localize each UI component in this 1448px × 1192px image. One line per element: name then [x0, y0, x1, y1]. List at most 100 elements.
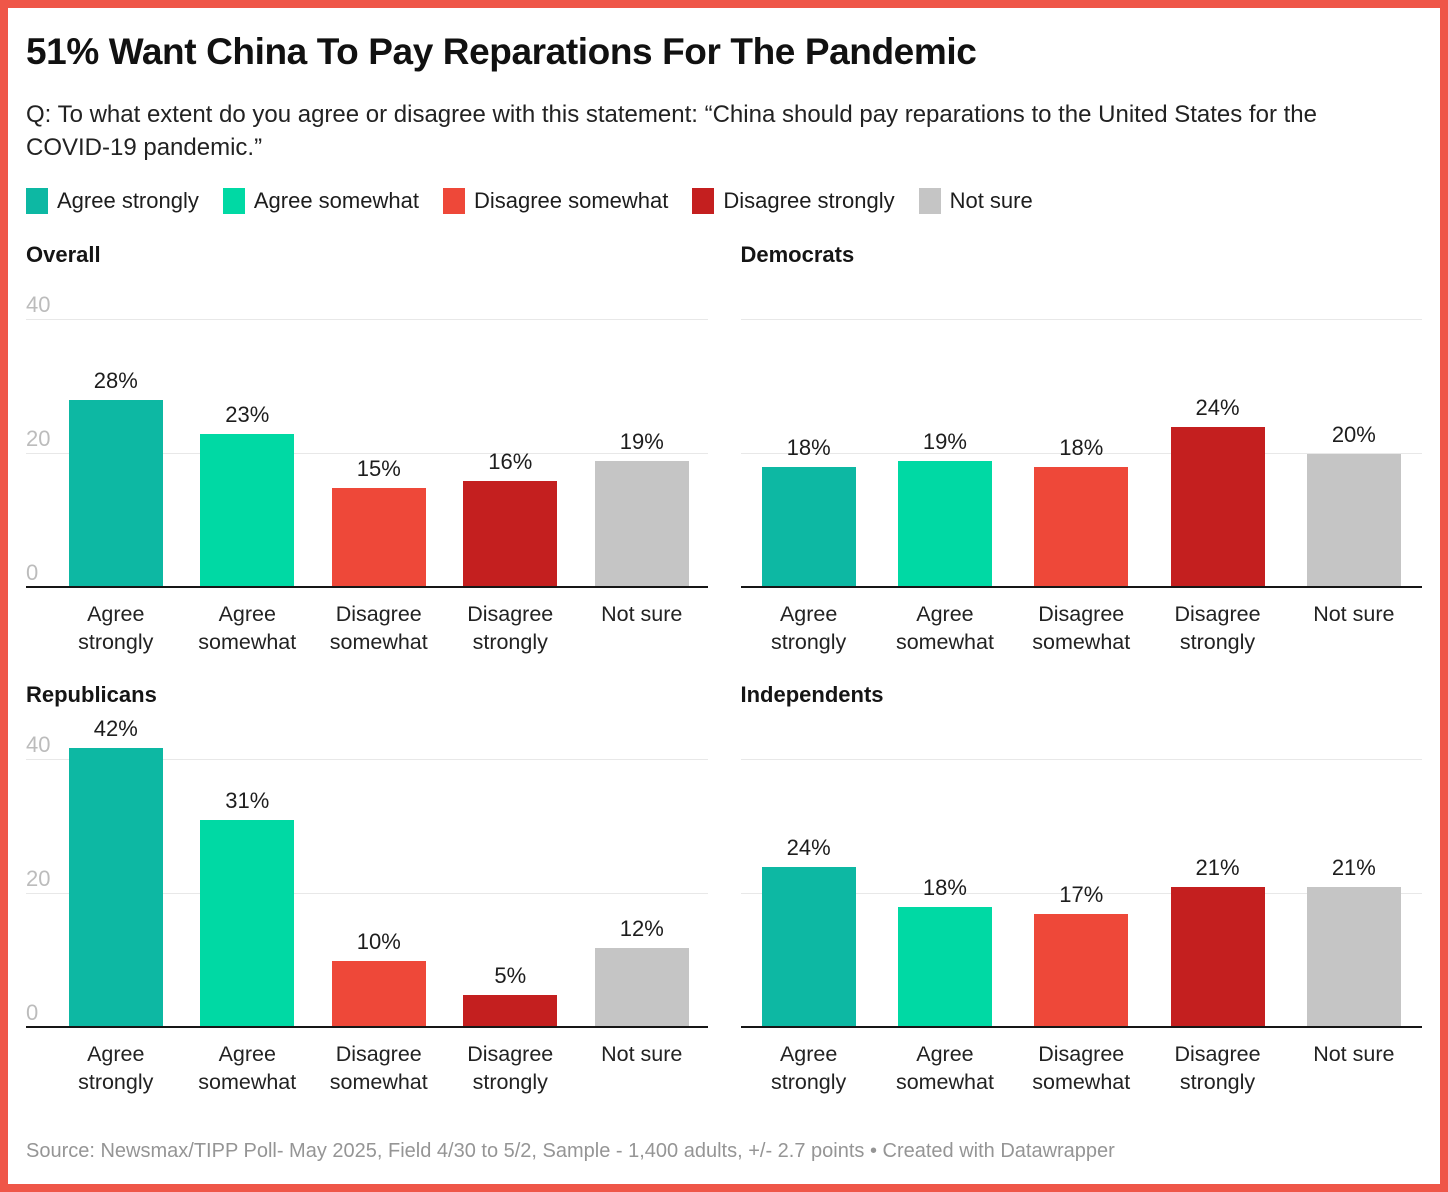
- category-slot: Not sure: [576, 1040, 708, 1096]
- category-label-agree-strongly: Agree strongly: [770, 1042, 847, 1094]
- legend-label: Disagree strongly: [723, 188, 895, 213]
- bar-value-label: 19%: [922, 428, 967, 454]
- source-text: Source: Newsmax/TIPP Poll- May 2025, Fie…: [26, 1140, 1115, 1162]
- legend-item-not-sure: Not sure: [918, 188, 1033, 214]
- chart-footer: Source: Newsmax/TIPP Poll- May 2025, Fie…: [26, 1140, 1422, 1163]
- panel-overall: Overall 0 20 40 28% 23% 15% 16% 19% Agree strongl…: [26, 242, 708, 656]
- category-slot: Agree somewhat: [182, 1040, 314, 1096]
- legend-label: Disagree somewhat: [473, 188, 669, 213]
- category-slot: Disagree somewhat: [1013, 1040, 1149, 1096]
- legend-swatch-icon: [692, 188, 715, 214]
- category-label-disagree-strongly: Disagree strongly: [1174, 602, 1261, 654]
- bar-disagree-strongly: [1170, 887, 1265, 1028]
- category-slot: Not sure: [1286, 1040, 1422, 1096]
- panel-title-republicans: Republicans: [26, 682, 157, 707]
- x-axis-baseline: 0: [26, 561, 708, 588]
- bar-disagree-strongly: [463, 994, 558, 1028]
- legend-swatch-icon: [26, 188, 48, 214]
- category-slot: Disagree strongly: [445, 600, 577, 656]
- gridline-40: 40: [26, 293, 708, 320]
- category-slot: Not sure: [1286, 600, 1422, 656]
- panels-grid: Overall 0 20 40 28% 23% 15% 16% 19% Agree strongl…: [26, 242, 1422, 1096]
- category-slot: Agree strongly: [741, 600, 877, 656]
- category-slot: Disagree somewhat: [313, 1040, 445, 1096]
- bar-value-label: 17%: [1059, 882, 1104, 908]
- category-labels-republicans: Agree strongly Agree somewhat Disagree som…: [26, 1040, 708, 1096]
- bar-agree-somewhat: [897, 460, 992, 588]
- category-label-disagree-strongly: Disagree strongly: [1174, 1042, 1261, 1094]
- bar-agree-strongly: [68, 748, 163, 1028]
- category-label-not-sure: Not sure: [601, 1042, 683, 1066]
- bar-agree-somewhat: [200, 433, 295, 588]
- bar-value-label: 31%: [225, 788, 270, 814]
- bar-slot-agree-somewhat: 18%: [877, 716, 1013, 1028]
- legend-label: Agree somewhat: [253, 188, 419, 213]
- bar-slot-disagree-somewhat: 10%: [313, 716, 445, 1028]
- bar-value-label: 12%: [619, 915, 664, 941]
- legend-item-agree-strongly: Agree strongly: [26, 188, 199, 214]
- category-slot: Agree strongly: [50, 1040, 182, 1096]
- bar-agree-somewhat: [200, 820, 295, 1028]
- category-label-disagree-somewhat: Disagree somewhat: [1032, 602, 1131, 654]
- bar-disagree-somewhat: [1034, 467, 1129, 588]
- x-axis-baseline: 0: [26, 1001, 708, 1028]
- bar-value-label: 23%: [225, 401, 270, 427]
- gridline-40: [740, 319, 1422, 320]
- category-label-disagree-strongly: Disagree strongly: [467, 602, 554, 654]
- category-label-agree-somewhat: Agree somewhat: [198, 602, 297, 654]
- category-slot: Agree somewhat: [877, 600, 1013, 656]
- bar-value-label: 24%: [786, 835, 831, 861]
- gridline-20: 20: [26, 427, 708, 454]
- category-slot: Agree somewhat: [877, 1040, 1013, 1096]
- bars-overall: 28% 23% 15% 16% 19%: [26, 276, 708, 588]
- category-labels-independents: Agree strongly Agree somewhat Disagree som…: [741, 1040, 1423, 1096]
- legend-item-disagree-somewhat: Disagree somewhat: [442, 188, 669, 214]
- bar-slot-agree-somewhat: 23%: [182, 276, 314, 588]
- gridline-40: 40: [26, 733, 708, 760]
- panel-independents: Independents 24% 18% 17% 21% 21% Agree strongl…: [740, 682, 1423, 1096]
- bar-slot-disagree-somewhat: 18%: [1013, 276, 1149, 588]
- x-axis-baseline: [740, 586, 1422, 588]
- y-tick-label-20: 20: [26, 426, 51, 451]
- category-label-not-sure: Not sure: [601, 602, 683, 626]
- legend-label: Agree strongly: [57, 188, 199, 213]
- bar-slot-disagree-strongly: 24%: [1149, 276, 1285, 588]
- bar-disagree-somewhat: [331, 487, 426, 588]
- legend-swatch-icon: [442, 188, 465, 214]
- category-label-disagree-somewhat: Disagree somewhat: [329, 1042, 428, 1094]
- bar-value-label: 24%: [1195, 395, 1240, 421]
- bar-value-label: 15%: [356, 455, 401, 481]
- legend-item-agree-somewhat: Agree somewhat: [222, 188, 419, 214]
- panel-republicans: Republicans 0 20 40 42% 31% 10% 5% 12% Agree stro…: [26, 682, 708, 1096]
- bars-republicans: 42% 31% 10% 5% 12%: [26, 716, 708, 1028]
- bar-not-sure: [594, 460, 689, 588]
- category-slot: Disagree strongly: [1149, 600, 1285, 656]
- bar-value-label: 18%: [786, 435, 831, 461]
- bar-slot-agree-strongly: 28%: [50, 276, 182, 588]
- category-label-disagree-somewhat: Disagree somewhat: [329, 602, 428, 654]
- bar-disagree-strongly: [1170, 427, 1265, 588]
- bar-slot-disagree-strongly: 5%: [445, 716, 577, 1028]
- bar-value-label: 21%: [1195, 855, 1240, 881]
- bar-disagree-strongly: [463, 480, 558, 588]
- legend-label: Not sure: [949, 188, 1033, 213]
- legend-swatch-icon: [918, 188, 941, 214]
- bar-slot-agree-strongly: 42%: [50, 716, 182, 1028]
- bar-agree-strongly: [761, 467, 856, 588]
- category-slot: Agree strongly: [50, 600, 182, 656]
- bar-agree-strongly: [761, 867, 856, 1028]
- gridline-20: [740, 893, 1422, 894]
- category-label-agree-somewhat: Agree somewhat: [198, 1042, 297, 1094]
- category-labels-democrats: Agree strongly Agree somewhat Disagree som…: [741, 600, 1423, 656]
- bar-value-label: 16%: [488, 448, 533, 474]
- plot-area-overall: 0 20 40 28% 23% 15% 16% 19%: [26, 276, 708, 588]
- bar-value-label: 20%: [1331, 422, 1376, 447]
- category-slot: Agree somewhat: [182, 600, 314, 656]
- x-axis-baseline: [740, 1026, 1422, 1028]
- bar-value-label: 28%: [93, 368, 138, 394]
- bar-slot-disagree-somewhat: 17%: [1013, 716, 1149, 1028]
- bars-independents: 24% 18% 17% 21% 21%: [741, 716, 1423, 1028]
- gridline-20: [740, 453, 1422, 454]
- bar-slot-disagree-somewhat: 15%: [313, 276, 445, 588]
- bar-disagree-somewhat: [331, 961, 426, 1028]
